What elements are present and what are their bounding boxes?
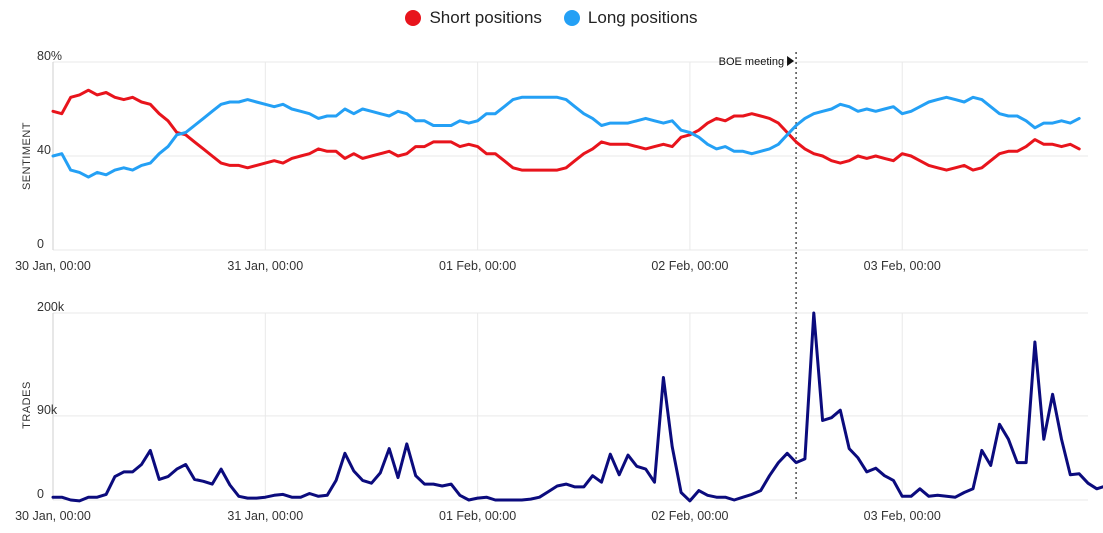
sentiment-x-tick-label: 03 Feb, 00:00 xyxy=(864,259,941,273)
sentiment-x-tick-label: 30 Jan, 00:00 xyxy=(15,259,91,273)
boe-meeting-label: BOE meeting xyxy=(719,56,784,68)
legend-label-long: Long positions xyxy=(587,8,698,27)
trades-x-tick-label: 31 Jan, 00:00 xyxy=(227,509,303,523)
sentiment-series-line-long-positions xyxy=(51,95,1081,179)
sentiment-x-tick-label: 02 Feb, 00:00 xyxy=(651,259,728,273)
sentiment-y-axis-title: SENTIMENT xyxy=(21,122,33,190)
legend-item-long[interactable]: Long positions xyxy=(563,8,698,28)
sentiment-x-tick-label: 01 Feb, 00:00 xyxy=(439,259,516,273)
trades-y-axis-title: TRADES xyxy=(21,381,33,429)
long-dot-icon xyxy=(563,10,580,26)
sentiment-x-tick-label: 31 Jan, 00:00 xyxy=(227,259,303,273)
trades-y-tick-label: 0 xyxy=(37,487,44,501)
sentiment-y-tick-label: 80% xyxy=(37,49,62,63)
legend: Short positions Long positions xyxy=(0,4,1103,32)
trades-x-tick-label: 01 Feb, 00:00 xyxy=(439,509,516,523)
sentiment-series-line-short-positions xyxy=(51,88,1081,172)
sentiment-y-tick-label: 0 xyxy=(37,237,44,251)
trades-x-tick-label: 30 Jan, 00:00 xyxy=(15,509,91,523)
sentiment-y-tick-label: 40 xyxy=(37,143,51,157)
boe-meeting-arrow-icon xyxy=(787,56,795,66)
short-dot-icon xyxy=(405,10,422,26)
trades-y-tick-label: 90k xyxy=(37,403,58,417)
trades-series-line-trades xyxy=(51,311,1103,503)
trades-y-tick-label: 200k xyxy=(37,300,65,314)
trades-x-tick-label: 02 Feb, 00:00 xyxy=(651,509,728,523)
legend-label-short: Short positions xyxy=(429,8,542,27)
legend-item-short[interactable]: Short positions xyxy=(405,8,542,28)
trades-x-tick-label: 03 Feb, 00:00 xyxy=(864,509,941,523)
